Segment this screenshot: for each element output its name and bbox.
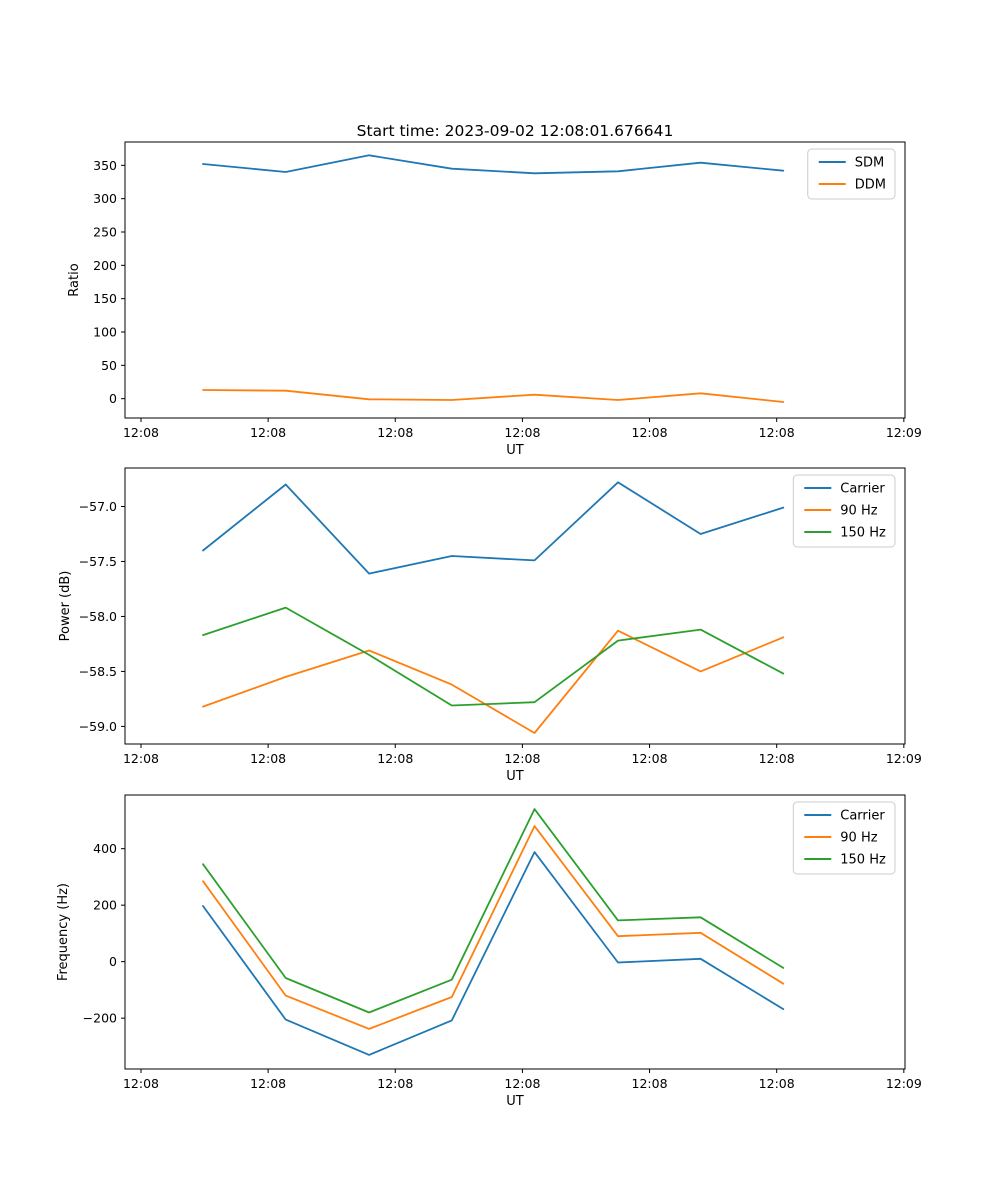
- x-tick-label: 12:08: [123, 1076, 159, 1091]
- chart3-ylabel: Frequency (Hz): [56, 882, 71, 982]
- x-tick-label: 12:08: [632, 1076, 668, 1091]
- x-tick-label: 12:08: [377, 425, 413, 440]
- x-tick-label: 12:08: [759, 1076, 795, 1091]
- x-tick-label: 12:08: [377, 751, 413, 766]
- plot-frame: [124, 141, 906, 419]
- chart-1: 0 50 100 150 200 250 300 350 12:08 12:08 12:08 12:0…: [93, 141, 922, 440]
- x-tick-label: 12:08: [377, 1076, 413, 1091]
- legend: SDM DDM: [807, 148, 896, 200]
- x-tick-label: 12:09: [886, 1076, 922, 1091]
- legend-label-sdm: SDM: [855, 156, 884, 171]
- y-tick-label: 350: [93, 158, 117, 173]
- chart2-xlabel: UT: [506, 769, 524, 784]
- y-tick-label: −58.5: [79, 664, 117, 679]
- y-tick-label: 0: [109, 391, 117, 406]
- plot-frame: [124, 794, 906, 1070]
- chart-2: −57.0 −57.5 −58.0 −58.5 −59.0 12:08 12:08 12:08…: [79, 467, 922, 766]
- chart1-ylabel: Ratio: [67, 263, 82, 297]
- chart-3: −200 0 200 400 12:08 12:08 12:08 12:08 12:08 12:0…: [83, 794, 922, 1091]
- series-sdm: [202, 154, 785, 175]
- y-tick-label: −57.5: [79, 554, 117, 569]
- chart3-xlabel: UT: [506, 1094, 524, 1109]
- y-tick-label: 50: [101, 358, 117, 373]
- x-tick-label: 12:08: [504, 1076, 540, 1091]
- y-tick-label: −58.0: [79, 609, 117, 624]
- y-tick-label: −200: [83, 1011, 117, 1026]
- y-tick-label: 300: [93, 191, 117, 206]
- x-tick-label: 12:08: [759, 751, 795, 766]
- x-tick-label: 12:08: [504, 751, 540, 766]
- y-tick-label: 200: [93, 258, 117, 273]
- legend-label-ddm: DDM: [855, 178, 886, 193]
- y-tick-label: 200: [93, 898, 117, 913]
- legend: Carrier 90 Hz 150 Hz: [792, 801, 896, 875]
- series-90-hz: [202, 825, 785, 1030]
- x-tick-label: 12:08: [123, 751, 159, 766]
- x-tick-label: 12:08: [632, 425, 668, 440]
- figure-title: Start time: 2023-09-02 12:08:01.676641: [356, 122, 674, 140]
- chart2-ylabel: Power (dB): [58, 570, 73, 642]
- y-tick-label: 250: [93, 225, 117, 240]
- plot-frame: [124, 467, 906, 745]
- x-tick-label: 12:08: [250, 751, 286, 766]
- series-150-hz: [202, 808, 785, 1014]
- series-carrier: [202, 851, 785, 1056]
- x-tick-label: 12:08: [504, 425, 540, 440]
- series-150-hz: [202, 606, 785, 707]
- x-tick-label: 12:09: [886, 425, 922, 440]
- x-tick-label: 12:08: [250, 425, 286, 440]
- x-tick-label: 12:08: [759, 425, 795, 440]
- series-90-hz: [202, 629, 785, 734]
- y-tick-label: 100: [93, 325, 117, 340]
- chart1-xlabel: UT: [506, 443, 524, 458]
- legend-label-carrier: Carrier: [840, 809, 885, 824]
- legend: Carrier 90 Hz 150 Hz: [792, 474, 896, 548]
- legend-label-90-hz: 90 Hz: [840, 831, 877, 846]
- y-tick-label: 0: [109, 954, 117, 969]
- x-tick-label: 12:08: [632, 751, 668, 766]
- series-carrier: [202, 481, 785, 575]
- legend-label-carrier: Carrier: [840, 482, 885, 497]
- legend-label-150-hz: 150 Hz: [840, 853, 886, 868]
- y-tick-label: −59.0: [79, 719, 117, 734]
- x-tick-label: 12:08: [123, 425, 159, 440]
- x-tick-label: 12:09: [886, 751, 922, 766]
- series-ddm: [202, 389, 785, 403]
- y-tick-label: 400: [93, 841, 117, 856]
- legend-label-90-hz: 90 Hz: [840, 504, 877, 519]
- y-tick-label: −57.0: [79, 499, 117, 514]
- legend-label-150-hz: 150 Hz: [840, 526, 886, 541]
- legend-box: [792, 801, 896, 875]
- y-tick-label: 150: [93, 291, 117, 306]
- x-tick-label: 12:08: [250, 1076, 286, 1091]
- legend-box: [792, 474, 896, 548]
